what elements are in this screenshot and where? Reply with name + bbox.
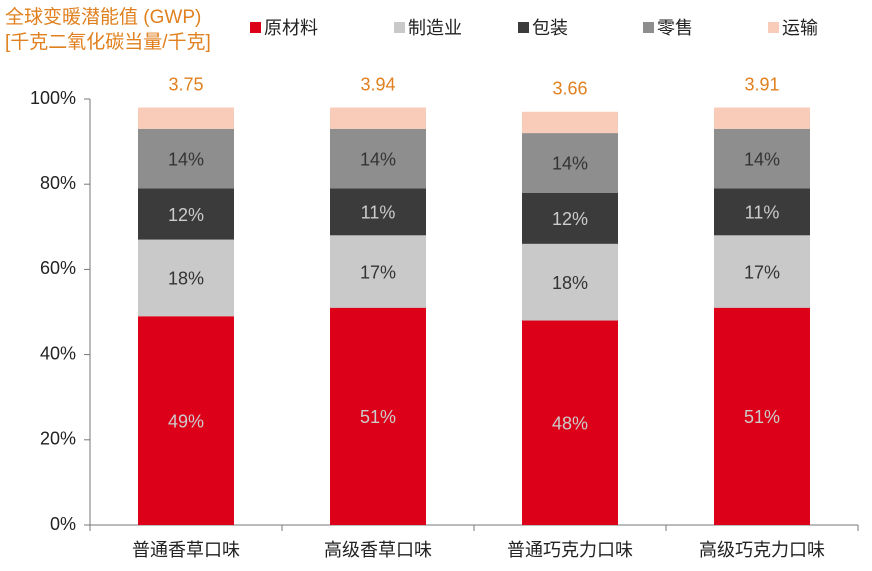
bar-segment (138, 107, 234, 129)
data-label: 51% (744, 407, 780, 427)
data-label: 17% (360, 262, 396, 282)
bar-segment (138, 128, 234, 189)
data-label: 17% (744, 262, 780, 282)
bar-segment (522, 320, 618, 525)
data-label: 18% (552, 273, 588, 293)
x-tick-label: 普通香草口味 (132, 540, 240, 560)
x-tick-label: 高级巧克力口味 (699, 540, 825, 560)
data-label: 11% (745, 203, 780, 223)
bar-segment (522, 192, 618, 244)
data-label: 11% (361, 203, 396, 223)
y-tick-label: 60% (40, 258, 76, 278)
y-tick-label: 20% (40, 429, 76, 449)
bar-segment (714, 235, 810, 308)
bar-segment (522, 243, 618, 321)
x-tick-label: 普通巧克力口味 (507, 540, 633, 560)
data-label: 14% (552, 154, 588, 174)
legend-label: 原材料 (264, 18, 318, 38)
bar-segment (330, 107, 426, 129)
bar-segment (714, 107, 810, 129)
total-label: 3.91 (744, 74, 779, 94)
legend-swatch (250, 22, 261, 33)
legend-swatch (394, 22, 405, 33)
y-tick-label: 80% (40, 173, 76, 193)
total-label: 3.66 (552, 79, 587, 99)
bar-segment (330, 188, 426, 236)
y-tick-label: 0% (50, 514, 76, 534)
legend-label: 制造业 (408, 18, 462, 38)
legend-swatch (768, 22, 779, 33)
bar-segment (522, 111, 618, 134)
y-tick-label: 100% (30, 88, 76, 108)
data-label: 12% (168, 205, 204, 225)
data-label: 18% (168, 269, 204, 289)
y-tick-label: 40% (40, 343, 76, 363)
data-label: 49% (168, 411, 204, 431)
chart-subtitle: [千克二氧化碳当量/千克] (5, 31, 211, 53)
legend-swatch (518, 22, 529, 33)
data-label: 14% (744, 149, 780, 169)
bar-segment (714, 188, 810, 236)
bar-segment (330, 307, 426, 525)
bar-segment (138, 188, 234, 240)
data-label: 14% (360, 149, 396, 169)
legend-label: 零售 (657, 18, 693, 38)
total-label: 3.75 (168, 74, 203, 94)
legend-label: 运输 (782, 18, 818, 38)
bar-segment (330, 128, 426, 189)
total-label: 3.94 (360, 74, 395, 94)
data-label: 14% (168, 149, 204, 169)
bar-segment (714, 128, 810, 189)
bar-segment (522, 133, 618, 193)
data-label: 12% (552, 209, 588, 229)
bar-segment (330, 235, 426, 308)
legend-swatch (643, 22, 654, 33)
data-label: 48% (552, 414, 588, 434)
x-tick-label: 高级香草口味 (324, 540, 432, 560)
data-label: 51% (360, 407, 396, 427)
legend-label: 包装 (532, 18, 568, 38)
chart-title: 全球变暖潜能值 (GWP) (5, 6, 201, 28)
bar-segment (714, 307, 810, 525)
bar-segment (138, 239, 234, 317)
bar-segment (138, 316, 234, 525)
